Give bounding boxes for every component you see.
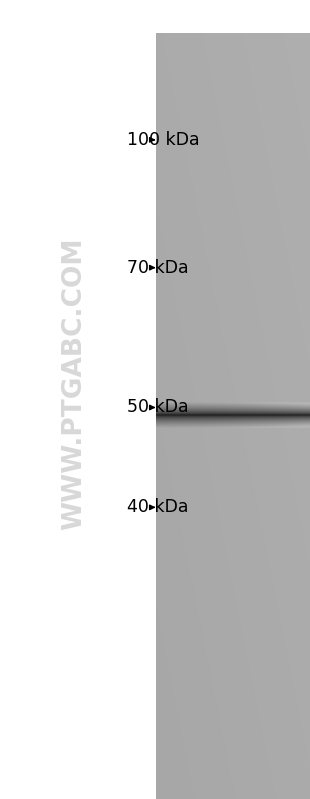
Text: 50 kDa: 50 kDa (127, 399, 189, 416)
Text: 40 kDa: 40 kDa (127, 499, 188, 516)
Text: 100 kDa: 100 kDa (127, 131, 200, 149)
Text: WWW.PTGABC.COM: WWW.PTGABC.COM (61, 237, 87, 530)
Text: 70 kDa: 70 kDa (127, 259, 189, 276)
